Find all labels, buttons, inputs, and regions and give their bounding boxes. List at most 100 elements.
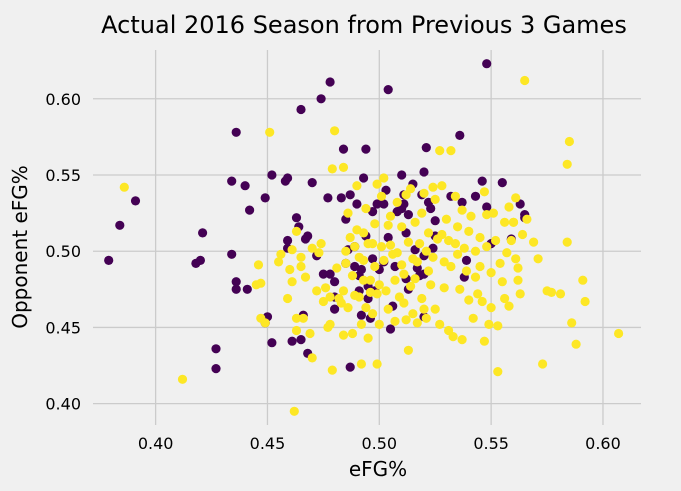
- y-tick-label: 0.50: [45, 242, 81, 261]
- scatter-point-class-1: [423, 228, 434, 238]
- scatter-point-class-0: [325, 269, 335, 279]
- scatter-point-class-1: [430, 304, 440, 314]
- scatter-point-class-0: [336, 193, 346, 203]
- scatter-point-class-1: [564, 136, 575, 147]
- scatter-point-class-0: [303, 231, 313, 241]
- scatter-point-class-1: [513, 263, 523, 273]
- scatter-point-class-1: [417, 208, 427, 218]
- scatter-point-class-1: [453, 249, 463, 259]
- scatter-point-class-1: [253, 260, 264, 270]
- scatter-point-class-1: [455, 284, 465, 294]
- scatter-point-class-1: [321, 283, 331, 293]
- scatter-point-class-1: [383, 304, 393, 314]
- scatter-point-class-1: [419, 188, 429, 198]
- scatter-point-class-1: [446, 146, 456, 156]
- scatter-point-class-0: [323, 193, 333, 203]
- scatter-point-class-0: [470, 191, 481, 201]
- scatter-point-class-1: [343, 208, 353, 218]
- scatter-point-class-1: [291, 325, 302, 336]
- scatter-point-class-1: [291, 226, 302, 236]
- scatter-point-class-1: [356, 319, 366, 329]
- scatter-point-class-1: [423, 266, 434, 276]
- scatter-point-class-1: [410, 217, 420, 227]
- scatter-point-class-1: [555, 289, 566, 299]
- scatter-point-class-1: [338, 286, 349, 296]
- scatter-point-class-1: [325, 292, 335, 302]
- scatter-point-class-1: [383, 220, 393, 230]
- scatter-point-class-1: [314, 248, 324, 258]
- scatter-point-class-0: [345, 362, 355, 372]
- scatter-point-class-0: [379, 199, 389, 209]
- scatter-point-class-1: [511, 193, 521, 203]
- scatter-point-class-1: [401, 315, 411, 325]
- scatter-point-class-0: [231, 277, 241, 287]
- scatter-point-class-1: [421, 246, 431, 256]
- scatter-point-class-1: [403, 237, 413, 247]
- scatter-point-class-1: [119, 182, 129, 192]
- scatter-point-class-1: [495, 258, 505, 268]
- scatter-point-class-1: [491, 235, 501, 246]
- scatter-point-class-1: [307, 353, 317, 363]
- y-tick-label: 0.55: [45, 166, 81, 185]
- scatter-point-class-1: [437, 229, 447, 240]
- scatter-point-class-1: [347, 328, 358, 339]
- scatter-point-class-1: [408, 309, 418, 319]
- scatter-point-class-0: [330, 304, 340, 314]
- scatter-point-class-1: [392, 197, 402, 207]
- scatter-point-class-1: [415, 239, 425, 249]
- scatter-point-class-0: [419, 167, 429, 177]
- scatter-point-class-1: [390, 316, 400, 326]
- scatter-point-class-1: [397, 222, 407, 232]
- scatter-point-class-0: [397, 170, 407, 180]
- scatter-point-class-1: [350, 242, 360, 252]
- scatter-point-class-1: [457, 335, 467, 345]
- x-tick-label: 0.55: [473, 434, 509, 453]
- scatter-point-class-1: [177, 374, 188, 384]
- scatter-point-class-1: [345, 232, 355, 243]
- scatter-point-class-1: [368, 309, 378, 319]
- scatter-point-class-1: [571, 339, 581, 349]
- scatter-point-class-1: [399, 269, 409, 279]
- scatter-point-class-1: [502, 248, 512, 258]
- scatter-point-class-1: [504, 301, 514, 311]
- scatter-point-class-1: [439, 283, 449, 293]
- scatter-point-class-1: [265, 127, 275, 137]
- scatter-point-class-1: [316, 239, 326, 249]
- scatter-point-class-0: [307, 178, 317, 188]
- scatter-point-class-1: [356, 359, 366, 369]
- scatter-point-class-1: [461, 266, 472, 276]
- scatter-point-class-1: [529, 237, 539, 247]
- scatter-point-class-0: [198, 228, 208, 238]
- scatter-point-class-1: [312, 286, 322, 296]
- scatter-point-class-0: [455, 130, 465, 140]
- scatter-point-class-1: [488, 208, 498, 218]
- scatter-point-class-1: [332, 263, 342, 273]
- scatter-point-class-0: [296, 104, 306, 115]
- scatter-point-class-1: [412, 318, 422, 328]
- scatter-point-class-1: [361, 303, 371, 313]
- scatter-point-class-1: [379, 255, 389, 265]
- scatter-point-class-1: [450, 239, 460, 249]
- scatter-point-class-1: [354, 292, 364, 302]
- x-tick-label: 0.45: [250, 434, 286, 453]
- scatter-point-class-1: [479, 187, 489, 197]
- scatter-point-class-1: [397, 260, 407, 270]
- scatter-point-class-1: [410, 274, 420, 284]
- scatter-point-class-1: [291, 313, 302, 323]
- scatter-point-class-0: [318, 269, 328, 279]
- scatter-point-class-1: [338, 162, 349, 172]
- y-tick-label: 0.40: [45, 395, 81, 414]
- scatter-point-class-1: [419, 304, 429, 314]
- scatter-point-class-1: [515, 289, 525, 299]
- x-tick-label: 0.60: [585, 434, 621, 453]
- scatter-point-class-1: [352, 181, 362, 191]
- scatter-point-class-0: [115, 220, 125, 230]
- scatter-point-class-1: [497, 277, 507, 287]
- scatter-point-class-0: [457, 197, 467, 207]
- scatter-point-class-0: [316, 94, 326, 104]
- scatter-point-class-1: [446, 261, 456, 272]
- scatter-point-class-1: [379, 173, 389, 183]
- scatter-point-class-0: [227, 249, 237, 259]
- scatter-point-class-1: [567, 318, 577, 328]
- scatter-point-class-1: [363, 333, 373, 343]
